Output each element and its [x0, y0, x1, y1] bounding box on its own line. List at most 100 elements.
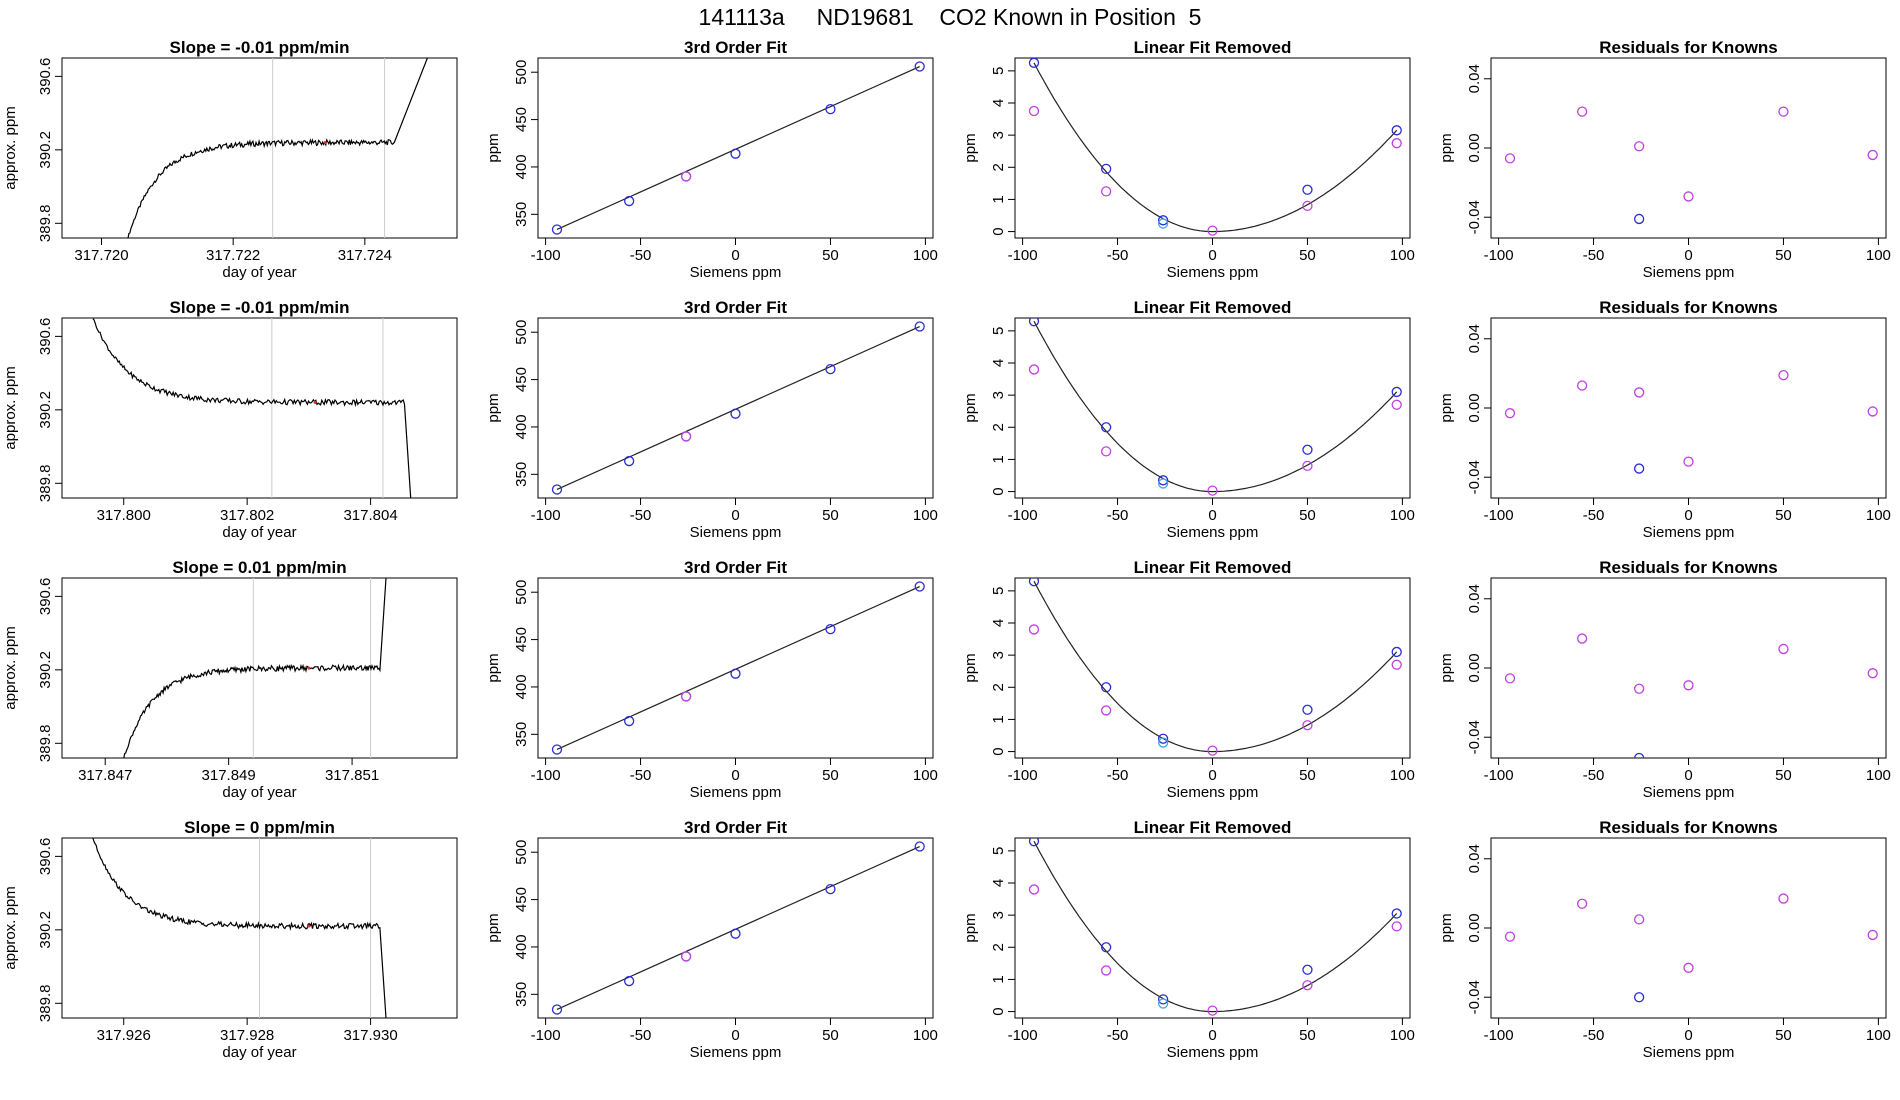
y-tick-label: 5: [990, 67, 1007, 75]
x-tick-label: -50: [630, 767, 652, 784]
y-tick-label: 5: [990, 587, 1007, 595]
data-point-magenta: [1633, 914, 1645, 925]
x-tick-label: 0: [731, 1027, 739, 1044]
y-tick-label: 400: [513, 414, 530, 439]
y-tick-label: 400: [513, 934, 530, 959]
y-axis-label: ppm: [1438, 653, 1455, 682]
y-tick-label: 5: [990, 847, 1007, 855]
x-tick-label: 50: [1299, 507, 1316, 524]
y-tick-label: -0.04: [1466, 720, 1483, 754]
data-point-magenta: [1028, 364, 1040, 375]
x-tick-label: 317.849: [202, 767, 256, 784]
data-point-blue: [551, 744, 563, 755]
plot-frame: [1014, 837, 1411, 1019]
data-point-magenta: [1391, 921, 1402, 932]
data-point-magenta: [1504, 931, 1516, 942]
plot-area: [1028, 578, 1402, 756]
data-point-blue: [825, 884, 836, 895]
data-point-magenta: [1101, 446, 1112, 457]
x-tick-label: 0: [1684, 507, 1692, 524]
plot-area: [551, 61, 925, 235]
x-tick-label: 317.722: [206, 247, 260, 264]
x-tick-label: 50: [1775, 247, 1792, 264]
data-point-magenta: [1778, 106, 1789, 117]
y-axis-label: ppm: [1438, 913, 1455, 942]
plot-area: [1028, 318, 1402, 496]
x-tick-label: 317.847: [78, 767, 132, 784]
panel-title: Linear Fit Removed: [1134, 38, 1292, 57]
y-tick-label: 0: [990, 227, 1007, 235]
x-tick-label: 0: [1208, 507, 1216, 524]
red-marker: [323, 140, 327, 144]
data-point-blue: [1391, 646, 1402, 658]
panel-r2c3: Residuals for Knowns -100 -50 0 50 100 -0.04 0.…: [1438, 558, 1891, 801]
x-tick-label: 317.928: [220, 1027, 274, 1044]
y-tick-label: 2: [990, 423, 1007, 431]
data-point-blue: [624, 455, 635, 467]
y-axis-label: approx. ppm: [2, 366, 19, 449]
plot-frame: [1490, 577, 1887, 759]
x-tick-label: -100: [1484, 247, 1514, 264]
x-tick-label: 50: [1299, 767, 1316, 784]
plot-area: [551, 581, 925, 755]
y-tick-label: 4: [990, 99, 1007, 107]
panel-title: Residuals for Knowns: [1599, 38, 1778, 57]
trace-line: [92, 318, 412, 498]
x-tick-label: 50: [1775, 1027, 1792, 1044]
x-tick-label: 317.720: [74, 247, 128, 264]
panel-title: Linear Fit Removed: [1134, 818, 1292, 837]
y-axis-label: ppm: [962, 393, 979, 422]
y-tick-label: 390.6: [37, 318, 54, 356]
trace-line: [92, 838, 387, 1018]
data-point-magenta: [1101, 186, 1112, 197]
plot-frame: [1014, 577, 1411, 759]
data-point-magenta: [680, 951, 692, 962]
x-tick-label: 100: [913, 1027, 938, 1044]
fit-curve: [1033, 580, 1398, 753]
plot-area: [1028, 838, 1402, 1016]
fit-curve: [1033, 320, 1398, 493]
x-axis-label: Siemens ppm: [690, 264, 782, 281]
x-tick-label: -100: [531, 767, 561, 784]
data-point-magenta: [1683, 680, 1694, 691]
red-marker: [313, 400, 317, 404]
data-point-blue: [730, 408, 741, 419]
data-point-magenta: [1101, 705, 1112, 716]
x-tick-label: 317.851: [325, 767, 379, 784]
y-tick-label: 500: [513, 60, 530, 85]
fit-line: [556, 325, 920, 491]
x-axis-label: Siemens ppm: [1167, 524, 1259, 541]
x-tick-label: 317.926: [97, 1027, 151, 1044]
data-point-magenta: [680, 171, 692, 182]
x-tick-label: -100: [1008, 767, 1038, 784]
x-tick-label: 0: [1684, 767, 1692, 784]
panel-r1c3: Residuals for Knowns -100 -50 0 50 100 -0.04 0.…: [1438, 298, 1891, 541]
data-point-blue: [730, 928, 741, 939]
data-point-magenta: [1207, 745, 1218, 756]
trace-line: [127, 58, 428, 238]
y-tick-label: 350: [513, 202, 530, 227]
data-point-blue: [1302, 444, 1313, 455]
x-tick-label: 100: [1390, 1027, 1415, 1044]
panel-title: 3rd Order Fit: [684, 298, 787, 317]
y-tick-label: 4: [990, 619, 1007, 627]
panel-r3c2: Linear Fit Removed -100 -50 0 50 100 0 1 2 3 4 5 Sie…: [962, 818, 1415, 1061]
data-point-blue: [1157, 733, 1169, 744]
y-tick-label: 2: [990, 683, 1007, 691]
x-tick-label: 317.802: [220, 507, 274, 524]
plot-frame: [1014, 57, 1411, 239]
y-tick-label: 0.04: [1466, 64, 1483, 93]
plot-area: [1504, 633, 1878, 758]
x-tick-label: -100: [1008, 247, 1038, 264]
y-tick-label: 1: [990, 455, 1007, 463]
panel-title: Residuals for Knowns: [1599, 818, 1778, 837]
x-tick-label: 0: [1208, 1027, 1216, 1044]
plot-frame: [1014, 317, 1411, 499]
data-point-magenta: [680, 431, 692, 442]
x-tick-label: 50: [822, 247, 839, 264]
y-tick-label: 0.04: [1466, 324, 1483, 353]
y-axis-label: approx. ppm: [2, 886, 19, 969]
data-point-blue: [1391, 908, 1402, 919]
x-axis-label: Siemens ppm: [1167, 264, 1259, 281]
